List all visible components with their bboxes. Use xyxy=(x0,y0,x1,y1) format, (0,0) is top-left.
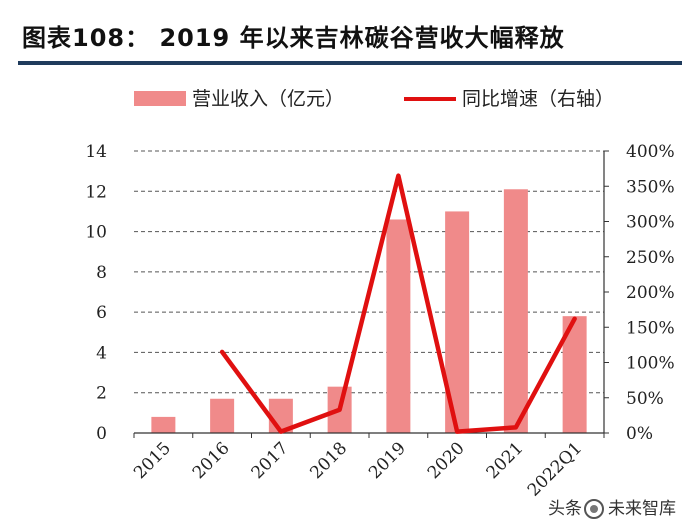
category-label: 2019 xyxy=(365,438,410,483)
revenue-bar-2015 xyxy=(151,416,176,433)
left-tick-label: 6 xyxy=(96,303,107,323)
category-label: 2021 xyxy=(483,438,528,483)
category-label: 2015 xyxy=(130,438,175,483)
legend-line-label: 同比增速（右轴） xyxy=(462,88,614,110)
axes xyxy=(133,150,609,438)
left-tick-label: 0 xyxy=(96,424,107,444)
watermark-name: 未来智库 xyxy=(608,499,676,519)
right-tick-label: 300% xyxy=(626,213,675,233)
category-label: 2022Q1 xyxy=(524,438,586,500)
left-tick-label: 10 xyxy=(85,223,107,243)
legend: 营业收入（亿元） 同比增速（右轴） xyxy=(134,88,614,110)
right-tick-label: 150% xyxy=(626,318,675,338)
legend-bar-label: 营业收入（亿元） xyxy=(192,88,344,110)
right-tick-label: 400% xyxy=(626,142,675,162)
right-tick-label: 350% xyxy=(626,177,675,197)
category-label: 2018 xyxy=(306,438,351,483)
revenue-bar-2021 xyxy=(503,189,528,433)
left-tick-label: 4 xyxy=(96,343,107,363)
revenue-bars xyxy=(151,189,587,433)
right-tick-label: 0% xyxy=(626,424,653,444)
watermark-logo-icon xyxy=(584,499,604,519)
right-tick-label: 200% xyxy=(626,283,675,303)
revenue-bar-2016 xyxy=(210,398,235,433)
title-underline xyxy=(18,61,682,65)
chart-title: 图表108： 2019 年以来吉林碳谷营收大幅释放 xyxy=(22,24,565,52)
left-tick-label: 12 xyxy=(85,182,107,202)
left-tick-label: 8 xyxy=(96,263,107,283)
right-tick-label: 50% xyxy=(626,389,664,409)
revenue-bar-2019 xyxy=(386,219,411,433)
left-tick-label: 2 xyxy=(96,384,107,404)
legend-bar-swatch xyxy=(134,91,186,106)
watermark-prefix: 头条 xyxy=(548,499,582,519)
category-label: 2020 xyxy=(424,438,469,483)
right-tick-label: 250% xyxy=(626,248,675,268)
left-tick-label: 14 xyxy=(85,142,107,162)
growth-line xyxy=(219,173,577,434)
watermark: 头条 未来智库 xyxy=(548,494,676,519)
category-label: 2016 xyxy=(189,438,234,483)
grid-lines xyxy=(134,150,604,394)
right-tick-label: 100% xyxy=(626,354,675,374)
category-label: 2017 xyxy=(248,438,293,483)
